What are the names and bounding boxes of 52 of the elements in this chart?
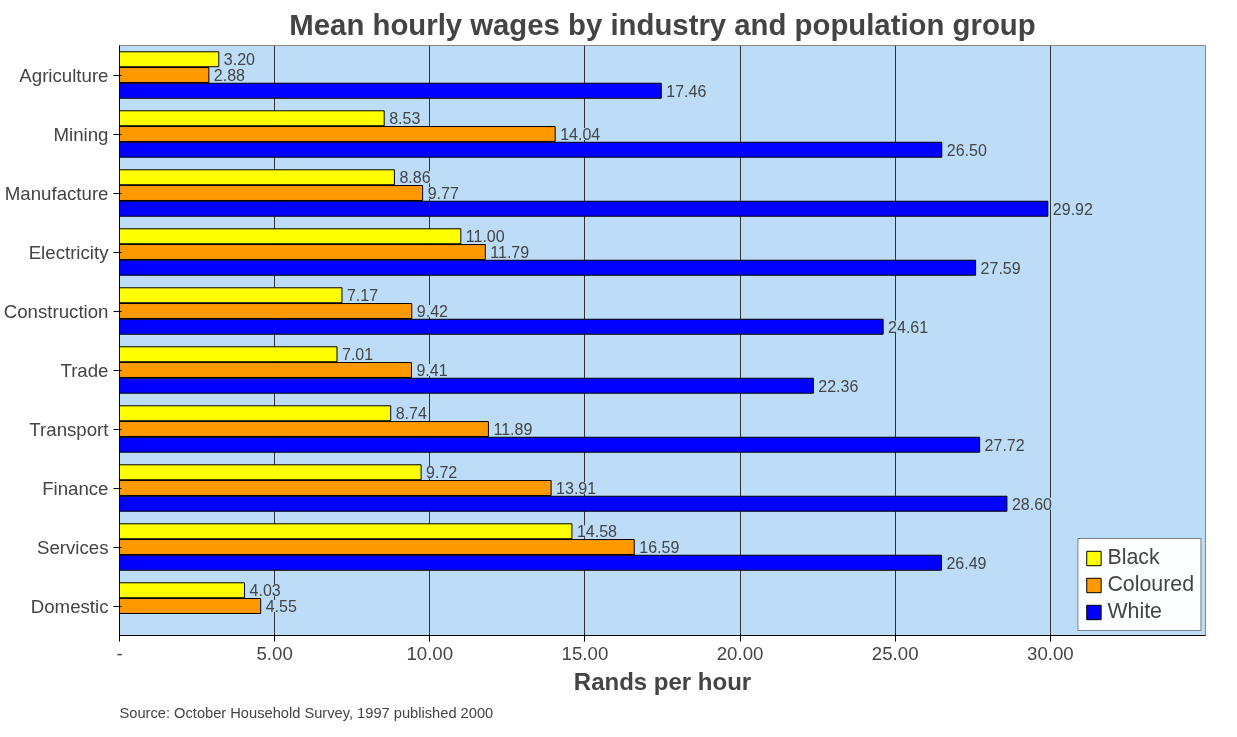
- data-label: 13.91: [556, 480, 597, 497]
- y-tick-label: Mining: [53, 123, 109, 145]
- y-tick-label: Agriculture: [19, 64, 109, 86]
- data-label: 16.59: [639, 539, 680, 556]
- legend-label: Black: [1107, 545, 1160, 570]
- data-label: 11.89: [493, 421, 533, 438]
- data-label: 8.86: [399, 169, 431, 187]
- data-label: 14.58: [576, 523, 618, 541]
- data-label: 8.53: [389, 110, 421, 128]
- data-label: 11.79: [490, 244, 530, 261]
- x-tick-label: 25.00: [871, 642, 919, 664]
- data-label: 4.55: [265, 598, 297, 615]
- y-tick-label: Electricity: [28, 241, 110, 263]
- x-tick-label: 10.00: [406, 642, 454, 664]
- data-label: 7.17: [346, 287, 379, 305]
- data-label: 8.74: [395, 405, 427, 423]
- source-note: Source: October Household Survey, 1997 published 2000: [119, 704, 494, 721]
- y-tick-label: Construction: [3, 300, 109, 322]
- data-label: 4.03: [249, 582, 281, 600]
- data-label: 9.42: [416, 303, 449, 320]
- data-label: 3.20: [223, 51, 256, 69]
- x-tick-label: 15.00: [561, 642, 609, 664]
- y-tick-label: Manufacture: [4, 182, 109, 204]
- data-label: 26.49: [946, 554, 987, 572]
- data-label: 9.41: [416, 362, 448, 379]
- y-tick-label: Transport: [29, 418, 110, 440]
- x-axis-title: Rands per hour: [573, 667, 752, 695]
- x-tick-label: 5.00: [256, 642, 293, 664]
- data-label: 24.61: [888, 318, 929, 336]
- legend-label: White: [1107, 599, 1162, 624]
- legend-label: Coloured: [1107, 572, 1194, 597]
- data-label: 17.46: [666, 82, 707, 100]
- data-label: 7.01: [342, 346, 374, 364]
- y-tick-label: Domestic: [30, 595, 109, 617]
- y-tick-label: Trade: [60, 359, 109, 381]
- data-label: 9.77: [427, 185, 459, 202]
- data-label: 9.72: [426, 464, 458, 482]
- x-tick-label: 30.00: [1027, 642, 1074, 664]
- x-tick-label: -: [116, 642, 123, 664]
- data-label: 27.72: [984, 436, 1025, 454]
- data-label: 28.60: [1011, 495, 1053, 513]
- y-tick-label: Services: [36, 536, 109, 558]
- data-label: 27.59: [980, 259, 1021, 277]
- data-label: 26.50: [946, 141, 987, 159]
- data-label: 29.92: [1052, 200, 1094, 218]
- data-label: 2.88: [213, 67, 246, 84]
- data-label: 11.00: [465, 228, 505, 246]
- data-label: 14.04: [560, 126, 601, 143]
- x-tick-label: 20.00: [716, 642, 764, 664]
- y-tick-label: Finance: [42, 477, 109, 499]
- chart-title: Mean hourly wages by industry and population group: [289, 7, 1036, 41]
- data-label: 22.36: [818, 377, 859, 395]
